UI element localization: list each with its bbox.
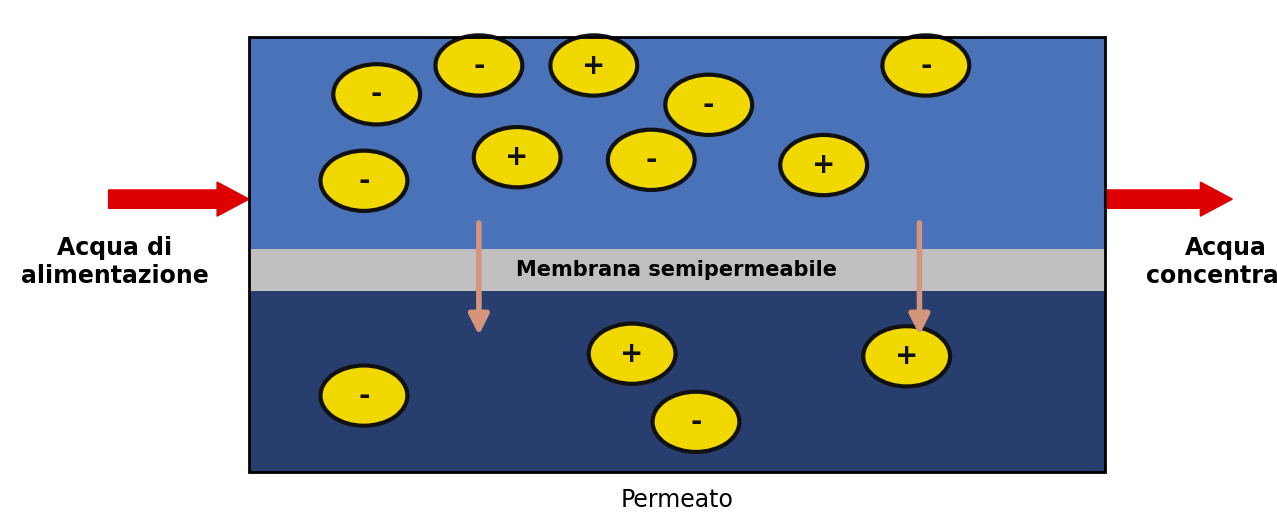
- Ellipse shape: [435, 36, 522, 96]
- Bar: [249, 37, 1105, 249]
- Text: +: +: [812, 151, 835, 179]
- Text: +: +: [895, 342, 918, 370]
- Bar: [249, 249, 1105, 291]
- Text: -: -: [690, 408, 702, 436]
- Text: +: +: [582, 51, 605, 80]
- Text: Permeato: Permeato: [621, 488, 733, 512]
- Ellipse shape: [321, 151, 407, 211]
- Text: -: -: [358, 381, 370, 410]
- Text: Membrana semipermeabile: Membrana semipermeabile: [516, 260, 838, 280]
- Text: +: +: [621, 340, 644, 368]
- Text: +: +: [506, 143, 529, 171]
- FancyArrow shape: [1105, 182, 1232, 216]
- Ellipse shape: [653, 392, 739, 452]
- Text: -: -: [370, 80, 383, 108]
- Text: Acqua di
alimentazione: Acqua di alimentazione: [20, 236, 209, 288]
- Ellipse shape: [550, 36, 637, 96]
- Ellipse shape: [333, 64, 420, 125]
- Ellipse shape: [321, 366, 407, 425]
- Ellipse shape: [882, 36, 969, 96]
- Ellipse shape: [863, 326, 950, 387]
- Text: -: -: [472, 51, 485, 80]
- Text: -: -: [645, 146, 658, 174]
- Bar: [249, 37, 1105, 472]
- Text: -: -: [919, 51, 932, 80]
- Text: -: -: [358, 167, 370, 195]
- Text: -: -: [702, 91, 715, 119]
- Text: Acqua
concentrata: Acqua concentrata: [1145, 236, 1277, 288]
- Ellipse shape: [780, 135, 867, 195]
- FancyArrow shape: [109, 182, 249, 216]
- Ellipse shape: [608, 130, 695, 190]
- Bar: [249, 291, 1105, 472]
- Ellipse shape: [474, 127, 561, 188]
- Ellipse shape: [665, 74, 752, 135]
- Ellipse shape: [589, 323, 676, 384]
